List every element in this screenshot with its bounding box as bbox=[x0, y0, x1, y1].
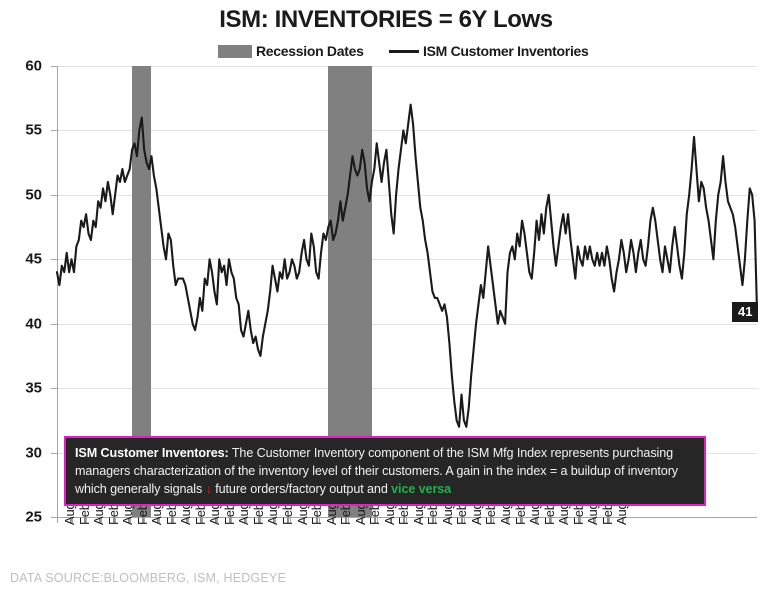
x-axis-tick bbox=[347, 517, 349, 523]
gridline bbox=[57, 259, 757, 261]
x-axis-tick bbox=[231, 517, 233, 523]
x-axis-tick bbox=[463, 517, 465, 523]
callout-lead: ISM Customer Inventores: bbox=[75, 446, 229, 460]
x-axis-tick bbox=[551, 517, 553, 523]
series-line-swatch-icon bbox=[389, 49, 419, 53]
y-axis-tick bbox=[51, 194, 57, 196]
down-arrow-icon: ↓ bbox=[205, 481, 212, 496]
x-axis-tick bbox=[129, 517, 131, 523]
legend-item-recession: Recession Dates bbox=[218, 43, 364, 59]
recession-swatch-icon bbox=[218, 44, 252, 58]
series-ism-customer-inventories bbox=[55, 103, 759, 428]
x-axis-tick bbox=[318, 517, 320, 523]
page-title: ISM: INVENTORIES = 6Y Lows bbox=[219, 6, 553, 33]
legend-label-recession: Recession Dates bbox=[256, 43, 364, 59]
callout-box: ISM Customer Inventores: The Customer In… bbox=[64, 436, 706, 506]
y-axis-labels: 25 30 35 40 45 50 55 60 bbox=[0, 58, 52, 526]
y-axis-tick-label: 60 bbox=[25, 57, 42, 75]
y-axis-tick bbox=[51, 517, 57, 518]
x-axis-tick bbox=[594, 517, 596, 523]
x-axis-tick bbox=[405, 517, 407, 523]
x-axis-tick bbox=[449, 517, 451, 523]
legend-item-series: ISM Customer Inventories bbox=[389, 43, 589, 59]
y-axis-tick-label: 30 bbox=[25, 444, 42, 462]
y-axis-tick bbox=[51, 259, 57, 261]
gridline bbox=[57, 66, 757, 67]
gridline bbox=[57, 194, 757, 196]
callout-text-part2: future orders/factory output and bbox=[211, 481, 392, 496]
source-note: DATA SOURCE:BLOOMBERG, ISM, HEDGEYE bbox=[10, 571, 287, 585]
x-axis-tick bbox=[71, 517, 73, 523]
x-axis-tick bbox=[158, 517, 160, 523]
x-axis-tick bbox=[362, 517, 364, 523]
x-axis-tick bbox=[609, 517, 611, 523]
x-axis-labels: Aug-98Feb-99Aug-99Feb-00Aug-00Feb-01Aug-… bbox=[0, 484, 772, 571]
x-axis-tick bbox=[173, 517, 175, 523]
y-axis-tick bbox=[51, 452, 57, 454]
recession-band-1 bbox=[132, 66, 152, 517]
x-axis-tick bbox=[216, 517, 218, 523]
x-axis-tick bbox=[420, 517, 422, 523]
gridline bbox=[57, 388, 757, 390]
x-axis-tick bbox=[333, 517, 335, 523]
y-axis-tick-label: 40 bbox=[25, 315, 42, 333]
y-axis-tick bbox=[51, 130, 57, 132]
callout-text-part1: The Customer Inventory component of the … bbox=[75, 446, 678, 496]
chart-legend: Recession Dates ISM Customer Inventories bbox=[0, 43, 772, 63]
plot-area bbox=[55, 66, 759, 518]
x-axis-tick bbox=[86, 517, 88, 523]
x-axis-tick bbox=[565, 517, 567, 523]
y-axis-tick-label: 55 bbox=[25, 121, 42, 139]
x-axis-tick bbox=[274, 517, 276, 523]
x-axis-tick bbox=[478, 517, 480, 523]
y-axis-tick bbox=[51, 323, 57, 325]
gridline bbox=[57, 323, 757, 325]
x-axis-tick bbox=[144, 517, 146, 523]
x-axis-tick bbox=[376, 517, 378, 523]
x-axis-tick bbox=[507, 517, 509, 523]
y-axis-tick bbox=[51, 388, 57, 390]
y-axis-tick-label: 35 bbox=[25, 379, 42, 397]
y-axis-line bbox=[57, 66, 58, 517]
callout-vice-versa: vice versa bbox=[391, 481, 452, 496]
x-axis-tick bbox=[100, 517, 102, 523]
x-axis-tick bbox=[187, 517, 189, 523]
x-axis-tick bbox=[522, 517, 524, 523]
x-axis-tick bbox=[492, 517, 494, 523]
x-axis-tick bbox=[260, 517, 262, 523]
y-axis-tick-label: 50 bbox=[25, 186, 42, 204]
series-line bbox=[55, 103, 759, 428]
x-axis-tick bbox=[304, 517, 306, 523]
x-axis-tick bbox=[391, 517, 393, 523]
x-axis-tick bbox=[580, 517, 582, 523]
x-axis-tick bbox=[434, 517, 436, 523]
y-axis-tick-label: 45 bbox=[25, 250, 42, 268]
x-axis-tick bbox=[536, 517, 538, 523]
x-axis-ticks bbox=[57, 517, 757, 523]
x-axis-tick bbox=[289, 517, 291, 523]
x-axis-line bbox=[57, 517, 757, 518]
end-value-label: 41 bbox=[732, 301, 759, 322]
x-axis-tick bbox=[57, 517, 58, 523]
x-axis-tick bbox=[115, 517, 117, 523]
x-axis-tick bbox=[202, 517, 204, 523]
legend-label-series: ISM Customer Inventories bbox=[423, 43, 589, 59]
y-axis-tick bbox=[51, 66, 57, 67]
y-axis-tick-label: 25 bbox=[25, 508, 42, 526]
x-axis-tick bbox=[245, 517, 247, 523]
